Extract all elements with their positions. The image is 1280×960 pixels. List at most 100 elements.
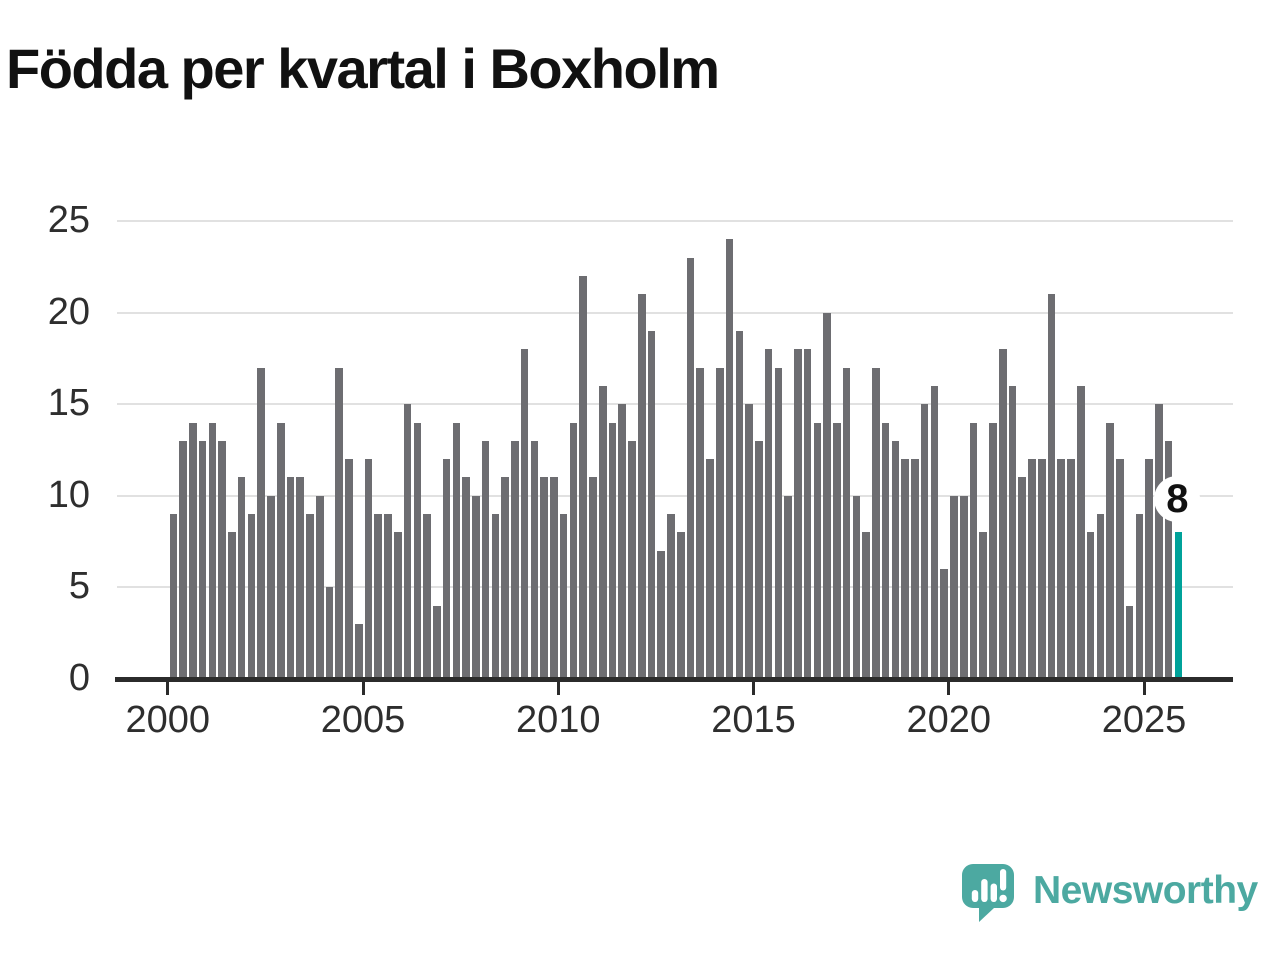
bar [452, 422, 461, 679]
bar [901, 459, 909, 679]
bar [1116, 459, 1124, 679]
bar [286, 477, 295, 679]
bar [413, 422, 422, 679]
bar [569, 422, 578, 679]
bar [872, 367, 880, 679]
bar [345, 459, 353, 679]
bar [511, 440, 519, 679]
bar [667, 514, 675, 679]
annotation-value-label: 8 [1166, 477, 1189, 522]
bar [842, 367, 851, 679]
bar [325, 587, 334, 679]
bar [491, 514, 500, 679]
bar [1018, 477, 1027, 679]
bar [725, 239, 734, 679]
bar [530, 440, 539, 679]
x-axis-tick [556, 681, 560, 695]
newsworthy-logo-icon [962, 864, 1014, 922]
bar [1125, 605, 1134, 679]
x-axis-line [115, 677, 1233, 682]
bar [276, 422, 285, 679]
bar [403, 404, 412, 679]
bar [520, 349, 529, 679]
bar [1057, 459, 1066, 679]
bar [1096, 514, 1105, 679]
x-tick-label: 2005 [320, 699, 406, 741]
bar [696, 367, 705, 679]
bar [559, 514, 568, 679]
bar [745, 404, 753, 679]
x-axis-tick [361, 681, 365, 695]
gridline [117, 586, 1233, 589]
last-value-annotation: 8 [1154, 476, 1201, 523]
bar [1077, 385, 1085, 679]
x-tick-label: 2015 [711, 699, 796, 741]
bar [257, 367, 265, 679]
y-tick-label: 20 [47, 290, 90, 333]
bar [628, 440, 636, 679]
gridline [117, 403, 1233, 406]
y-tick-label: 15 [47, 382, 90, 425]
bar [823, 312, 831, 679]
bar [501, 477, 509, 679]
bar [911, 459, 919, 679]
bar [735, 330, 744, 679]
bar [940, 569, 948, 679]
bar [354, 624, 363, 679]
bar [423, 514, 431, 679]
x-tick-label: 2000 [125, 699, 211, 741]
bar [706, 459, 714, 679]
brand-name: Newsworthy [1033, 868, 1258, 912]
bar [803, 349, 812, 679]
bar [364, 459, 373, 679]
bar [335, 367, 344, 679]
bar [237, 477, 246, 679]
bar [296, 477, 305, 679]
x-tick-label: 2025 [1101, 699, 1187, 741]
y-tick-label: 25 [47, 199, 90, 242]
bar [1155, 404, 1163, 679]
bar [472, 495, 480, 679]
bar [1067, 459, 1075, 679]
bar [608, 422, 617, 679]
branding: Newsworthy [962, 863, 1258, 923]
x-tick-label: 2020 [906, 699, 992, 741]
bar [794, 349, 802, 679]
bar [647, 330, 656, 679]
x-axis-tick [1142, 681, 1146, 695]
bar [433, 605, 441, 679]
bar [384, 514, 392, 679]
bar [676, 532, 685, 679]
gridline [117, 494, 1233, 497]
bar [930, 385, 939, 679]
bar [198, 440, 207, 679]
bar [589, 477, 597, 679]
highlighted-bar [1174, 532, 1183, 679]
bar [1135, 514, 1144, 679]
bar [247, 514, 256, 679]
bar [959, 495, 968, 679]
bar [306, 514, 314, 679]
bar [764, 349, 773, 679]
bar [442, 459, 451, 679]
y-tick-label: 0 [68, 657, 90, 700]
x-axis-tick [166, 681, 170, 695]
bar [189, 422, 197, 679]
bar [1164, 440, 1173, 679]
bar [1086, 532, 1095, 679]
bar [228, 532, 236, 679]
bar [315, 495, 324, 679]
bar [179, 440, 187, 679]
bar [267, 495, 275, 679]
bar [1028, 459, 1036, 679]
bar [1037, 459, 1046, 679]
bar [950, 495, 958, 679]
y-tick-label: 5 [68, 565, 90, 608]
gridline [117, 311, 1233, 314]
bar [833, 422, 841, 679]
y-tick-label: 10 [47, 474, 90, 517]
gridline [117, 220, 1233, 222]
bar [755, 440, 763, 679]
bar [579, 275, 587, 679]
